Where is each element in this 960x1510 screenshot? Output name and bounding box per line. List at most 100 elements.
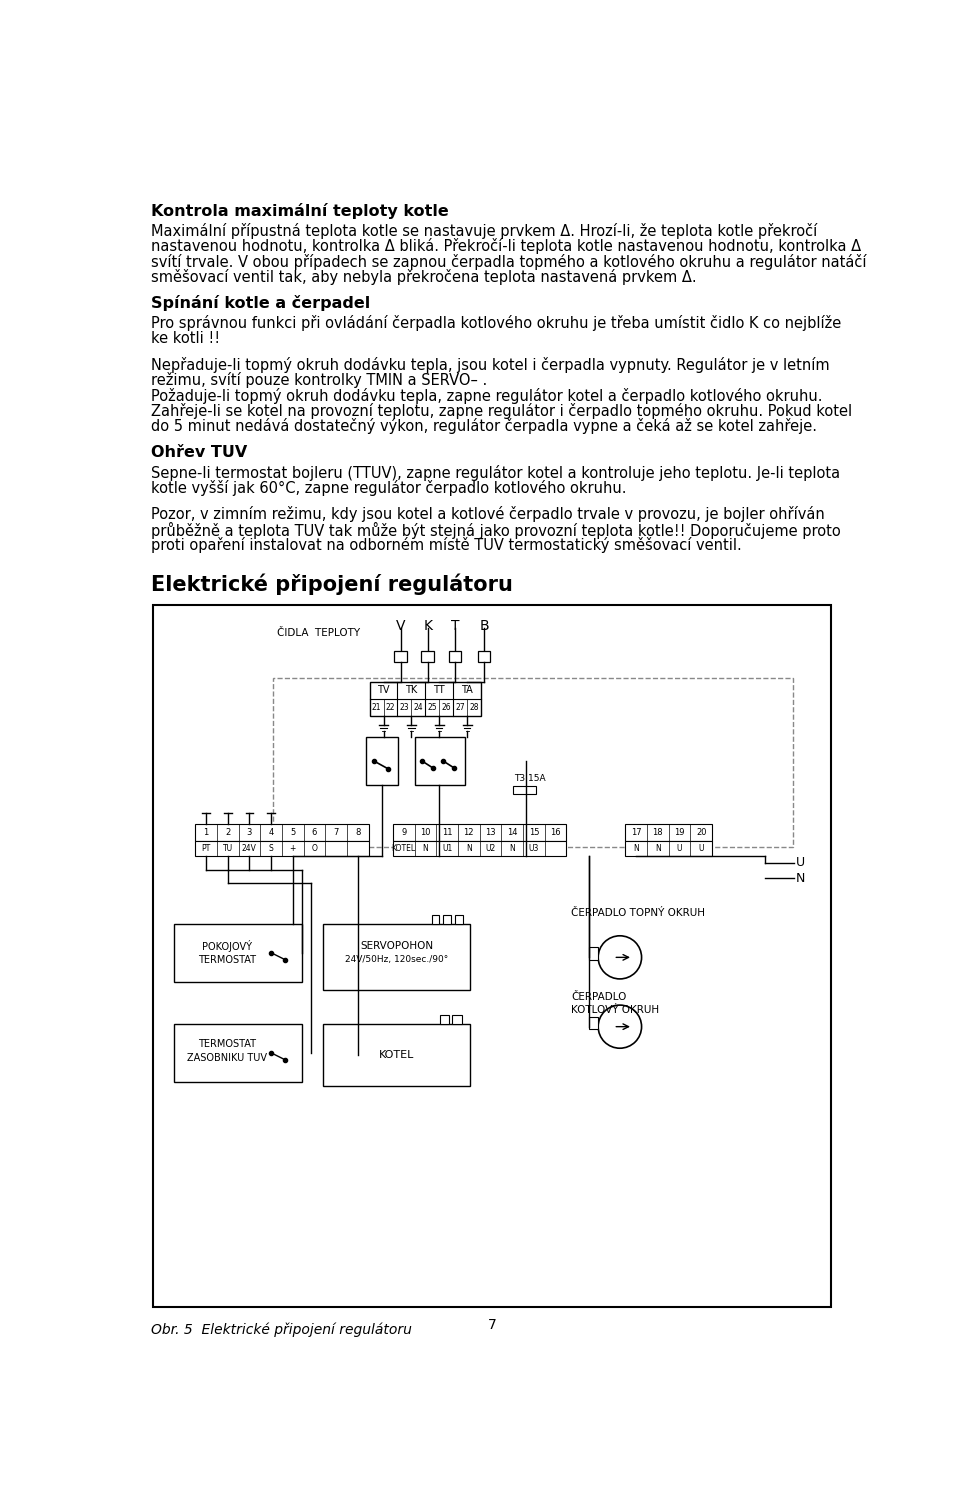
Circle shape	[598, 1006, 641, 1048]
Text: Sepne-li termostat bojleru (TTUV), zapne regulátor kotel a kontroluje jeho teplo: Sepne-li termostat bojleru (TTUV), zapne…	[151, 465, 840, 480]
Text: T3.15A: T3.15A	[515, 775, 546, 784]
Text: nastavenou hodnotu, kontrolka Δ bliká. Překročí-li teplota kotle nastavenou hodn: nastavenou hodnotu, kontrolka Δ bliká. P…	[151, 239, 861, 254]
Text: 8: 8	[355, 827, 361, 837]
Text: PT: PT	[202, 844, 210, 853]
Text: 26: 26	[442, 702, 451, 711]
Text: Maximální přípustná teplota kotle se nastavuje prvkem Δ. Hrozí-li, že teplota ko: Maximální přípustná teplota kotle se nas…	[151, 223, 817, 239]
Text: 22: 22	[386, 702, 396, 711]
Text: U1: U1	[442, 844, 452, 853]
Bar	[393, 841, 566, 856]
Text: TV: TV	[377, 686, 390, 695]
Text: 19: 19	[674, 827, 684, 837]
Text: 20: 20	[696, 827, 707, 837]
Text: Pro správnou funkci při ovládání čerpadla kotlového okruhu je třeba umístit čidl: Pro správnou funkci při ovládání čerpadl…	[151, 316, 841, 331]
Text: 6: 6	[312, 827, 317, 837]
Text: 2: 2	[225, 827, 230, 837]
Bar	[370, 681, 481, 716]
Text: U: U	[677, 844, 683, 853]
Text: 24V/50Hz, 120sec./90°: 24V/50Hz, 120sec./90°	[345, 956, 448, 965]
Text: Elektrické připojení regulátoru: Elektrické připojení regulátoru	[151, 574, 513, 595]
Bar	[625, 824, 712, 841]
Bar	[366, 737, 397, 785]
Text: Spínání kotle a čerpadel: Spínání kotle a čerpadel	[151, 294, 371, 311]
Text: 13: 13	[485, 827, 495, 837]
Bar	[455, 915, 463, 924]
Text: KOTEL: KOTEL	[379, 1049, 415, 1060]
Text: 21: 21	[372, 702, 381, 711]
Text: 15: 15	[529, 827, 540, 837]
Text: 5: 5	[290, 827, 296, 837]
Bar	[324, 1024, 470, 1086]
Text: TERMOSTAT: TERMOSTAT	[198, 1039, 255, 1049]
Text: T: T	[450, 619, 459, 633]
Text: Pozor, v zimním režimu, kdy jsou kotel a kotlové čerpadlo trvale v provozu, je b: Pozor, v zimním režimu, kdy jsou kotel a…	[151, 506, 825, 522]
Text: U: U	[796, 856, 804, 870]
Text: +: +	[290, 844, 296, 853]
Text: TA: TA	[462, 686, 473, 695]
Bar	[440, 1015, 449, 1024]
Text: ke kotli !!: ke kotli !!	[151, 331, 220, 346]
Text: režimu, svítí pouze kontrolky TMIN a SERVO– .: režimu, svítí pouze kontrolky TMIN a SER…	[151, 371, 488, 388]
Text: 23: 23	[399, 702, 409, 711]
Text: KOTEL: KOTEL	[392, 844, 416, 853]
Text: Kontrola maximální teploty kotle: Kontrola maximální teploty kotle	[151, 202, 448, 219]
Text: ZASOBNIKU TUV: ZASOBNIKU TUV	[186, 1054, 267, 1063]
Text: Nepřaduje-li topmý okruh dodávku tepla, jsou kotel i čerpadla vypnuty. Regulátor: Nepřaduje-li topmý okruh dodávku tepla, …	[151, 356, 829, 373]
Bar	[416, 737, 466, 785]
Bar	[195, 824, 369, 841]
Text: kotle vyšší jak 60°C, zapne regulátor čerpadlo kotlového okruhu.: kotle vyšší jak 60°C, zapne regulátor če…	[151, 480, 627, 495]
Text: SERVOPOHON: SERVOPOHON	[360, 941, 433, 951]
Text: 17: 17	[631, 827, 641, 837]
Bar	[452, 1015, 462, 1024]
Text: N: N	[796, 871, 805, 885]
Bar	[273, 678, 793, 847]
Bar	[478, 651, 491, 661]
Bar	[444, 915, 451, 924]
Bar	[588, 947, 598, 960]
Text: 9: 9	[401, 827, 406, 837]
Text: N: N	[655, 844, 660, 853]
Text: 16: 16	[550, 827, 561, 837]
Text: KOTLOVÝ OKRUH: KOTLOVÝ OKRUH	[571, 1004, 660, 1015]
Text: 24: 24	[414, 702, 423, 711]
Text: ČERPADLO TOPNÝ OKRUH: ČERPADLO TOPNÝ OKRUH	[571, 908, 705, 918]
Circle shape	[598, 936, 641, 978]
Text: 25: 25	[427, 702, 437, 711]
Text: směšovací ventil tak, aby nebyla překročena teplota nastavená prvkem Δ.: směšovací ventil tak, aby nebyla překroč…	[151, 269, 697, 285]
Text: TT: TT	[434, 686, 445, 695]
Text: 7: 7	[333, 827, 339, 837]
Text: Zahřeje-li se kotel na provozní teplotu, zapne regulátor i čerpadlo topmého okru: Zahřeje-li se kotel na provozní teplotu,…	[151, 403, 852, 418]
Bar	[175, 1024, 302, 1083]
Text: do 5 minut nedává dostatečný výkon, regulátor čerpadla vypne a čeká až se kotel : do 5 minut nedává dostatečný výkon, regu…	[151, 418, 817, 435]
Text: U2: U2	[486, 844, 495, 853]
Bar	[395, 651, 407, 661]
Bar	[625, 841, 712, 856]
Text: Ohřev TUV: Ohřev TUV	[151, 444, 248, 459]
Bar	[195, 841, 369, 856]
Text: N: N	[466, 844, 471, 853]
Text: průběžně a teplota TUV tak může být stejná jako provozní teplota kotle!! Doporuč: průběžně a teplota TUV tak může být stej…	[151, 521, 841, 539]
Text: N: N	[634, 844, 639, 853]
Text: 1: 1	[204, 827, 208, 837]
Text: N: N	[509, 844, 515, 853]
Text: Požaduje-li topmý okruh dodávku tepla, zapne regulátor kotel a čerpadlo kotlovéh: Požaduje-li topmý okruh dodávku tepla, z…	[151, 388, 823, 403]
Text: U3: U3	[529, 844, 539, 853]
Text: B: B	[479, 619, 489, 633]
Text: 4: 4	[269, 827, 274, 837]
Text: V: V	[396, 619, 405, 633]
Bar	[324, 924, 470, 989]
Text: K: K	[423, 619, 432, 633]
Bar	[432, 915, 440, 924]
Text: proti opaření instalovat na odborném místě TUV termostatický směšovací ventil.: proti opaření instalovat na odborném mís…	[151, 538, 742, 553]
Bar	[588, 1016, 598, 1028]
Text: U: U	[699, 844, 704, 853]
Text: N: N	[422, 844, 428, 853]
Bar	[153, 604, 831, 1308]
Text: svítí trvale. V obou případech se zapnou čerpadla topmého a kotlového okruhu a r: svítí trvale. V obou případech se zapnou…	[151, 254, 867, 270]
Bar	[421, 651, 434, 661]
Text: 18: 18	[653, 827, 663, 837]
Text: 3: 3	[247, 827, 252, 837]
Text: 12: 12	[464, 827, 474, 837]
Bar	[393, 824, 566, 841]
Text: Obr. 5  Elektrické připojení regulátoru: Obr. 5 Elektrické připojení regulátoru	[151, 1323, 412, 1336]
